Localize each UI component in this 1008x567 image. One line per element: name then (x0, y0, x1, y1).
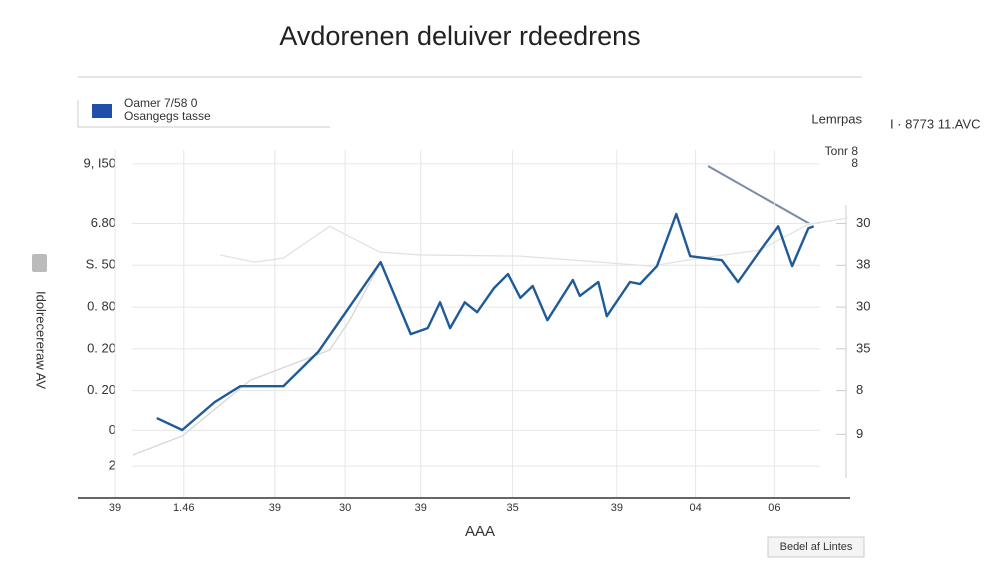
top-right-sub: 8 (851, 156, 858, 170)
button[interactable] (767, 536, 865, 558)
y-tick-label: 0. 80 (87, 299, 116, 314)
y2-tick-label: 38 (856, 257, 870, 272)
legend-label: Oamer 7/58 0 (124, 96, 198, 110)
legend-note: Osangegs tasse (124, 109, 211, 123)
y-tick-label: 0 (109, 422, 116, 437)
x-tick-label: 39 (109, 502, 121, 514)
icon (32, 254, 47, 272)
y-tick-label: 0. 20 (87, 340, 116, 355)
y2-tick-label: 8 (856, 382, 863, 397)
series-line (132, 261, 382, 456)
chart-title: Avdorenen deluiver rdeedrens (279, 21, 640, 51)
y2-tick-label: 30 (856, 299, 870, 314)
x-tick-label: 30 (339, 502, 351, 514)
y-tick-label: 0. 20 (87, 382, 116, 397)
x-tick-label: 39 (415, 502, 427, 514)
y-tick-label: 9, I50 (83, 155, 116, 170)
annotation-line (707, 165, 811, 225)
side-text: I · 8773 11.AVC (890, 116, 981, 131)
x-tick-label: 35 (507, 502, 519, 514)
y-tick-label: S. 50 (86, 257, 116, 272)
x-tick-label: 39 (611, 502, 623, 514)
series-line (156, 212, 815, 432)
x-axis-label: AAA (465, 523, 495, 540)
legend-swatch (92, 104, 112, 118)
x-tick-label: 06 (768, 502, 780, 514)
y2-tick-label: 30 (856, 215, 870, 230)
y-tick-label: 6.80 (91, 215, 116, 230)
y-tick-label: 2 (109, 458, 116, 473)
x-tick-label: 04 (689, 502, 701, 514)
x-tick-label: 1.46 (173, 502, 194, 514)
y-axis-label: Idolrecereraw AV (34, 291, 49, 389)
y2-tick-label: 35 (856, 340, 870, 355)
top-right-label: Lemrpas (811, 111, 862, 126)
button-label[interactable]: Bedel af Lintes (780, 541, 853, 553)
y2-tick-label: 9 (856, 426, 863, 441)
x-tick-label: 39 (269, 502, 281, 514)
top-right-sub: Tonr 8 (825, 144, 859, 158)
